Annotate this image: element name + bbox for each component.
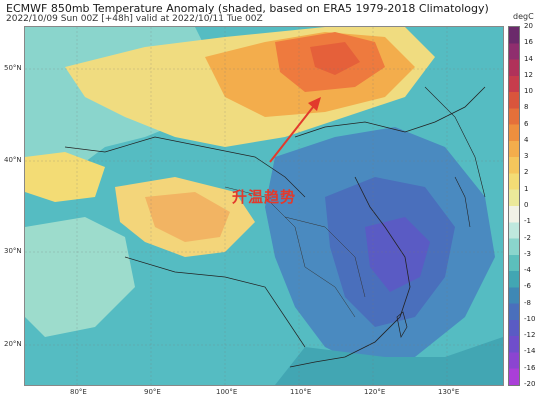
colorbar-tick-label: -6 xyxy=(524,282,531,291)
colorbar-unit: degC xyxy=(513,12,534,21)
lon-label-90: 90°E xyxy=(144,388,161,396)
colorbar-tick-label: -12 xyxy=(524,331,536,340)
colorbar-tick-label: 6 xyxy=(524,119,529,128)
west-border-line xyxy=(64,136,306,198)
colorbar-tick-label: -20 xyxy=(524,380,536,388)
warm-anomaly-westpatch xyxy=(25,152,105,202)
colorbar-tick-label: -16 xyxy=(524,363,536,372)
annotation-arrow-shaft xyxy=(269,101,318,163)
colorbar-tick-label: 2 xyxy=(524,168,529,177)
northeast-border xyxy=(424,86,486,198)
annotation-arrow-head xyxy=(308,97,321,111)
lat-label-30: 30°N xyxy=(4,247,22,255)
warm-anomaly-peak xyxy=(310,42,360,75)
colorbar-tick-label: -2 xyxy=(524,233,531,242)
colorbar-tick-label: 10 xyxy=(524,87,533,96)
lon-label-110: 110°E xyxy=(290,388,312,396)
lon-label-120: 120°E xyxy=(364,388,386,396)
colorbar-tick-label: 12 xyxy=(524,70,533,79)
colorbar-tick-label: 16 xyxy=(524,38,533,47)
lon-label-130: 130°E xyxy=(438,388,460,396)
mild-anomaly-southwest xyxy=(25,217,135,337)
colorbar-tick-label: 4 xyxy=(524,135,529,144)
colorbar-tick-label: -14 xyxy=(524,347,536,356)
colorbar-tick-label: -1 xyxy=(524,217,531,226)
colorbar-tick-label: -3 xyxy=(524,249,531,258)
lat-label-40: 40°N xyxy=(4,156,22,164)
korea-coast xyxy=(454,176,471,228)
province-line-3 xyxy=(304,266,356,318)
temperature-anomaly-map xyxy=(24,26,504,386)
taiwan-outline xyxy=(396,311,408,338)
cold-anomaly-peak xyxy=(365,217,430,292)
province-line-2 xyxy=(284,216,366,298)
south-border-line xyxy=(124,256,306,348)
lon-label-80: 80°E xyxy=(70,388,87,396)
colorbar-tick-label: 20 xyxy=(524,22,533,30)
ocean-anomaly-south xyxy=(275,337,503,385)
colorbar-tick-label: 0 xyxy=(524,201,529,209)
map-canvas xyxy=(25,27,503,385)
china-coastline xyxy=(289,176,411,368)
colorbar-tick-label: -4 xyxy=(524,266,531,275)
chart-title: ECMWF 850mb Temperature Anomaly (shaded,… xyxy=(6,2,489,15)
lat-label-20: 20°N xyxy=(4,340,22,348)
lon-label-100: 100°E xyxy=(216,388,238,396)
colorbar-tick-label: -10 xyxy=(524,314,536,323)
chart-subtitle: 2022/10/09 Sun 00Z [+48h] valid at 2022/… xyxy=(6,14,263,24)
colorbar-tick-label: -8 xyxy=(524,298,531,307)
colorbar-tick-label: 3 xyxy=(524,152,529,161)
north-border-line xyxy=(294,86,486,138)
colorbar-tick-label: 14 xyxy=(524,54,533,63)
province-line-1 xyxy=(224,186,306,268)
colorbar-tick-label: 1 xyxy=(524,184,529,193)
warming-trend-annotation: 升温趋势 xyxy=(232,188,297,206)
warm-anomaly-tibet-core xyxy=(145,192,230,242)
colorbar xyxy=(508,26,520,386)
colorbar-tick-label: 8 xyxy=(524,103,529,112)
lat-label-50: 50°N xyxy=(4,64,22,72)
